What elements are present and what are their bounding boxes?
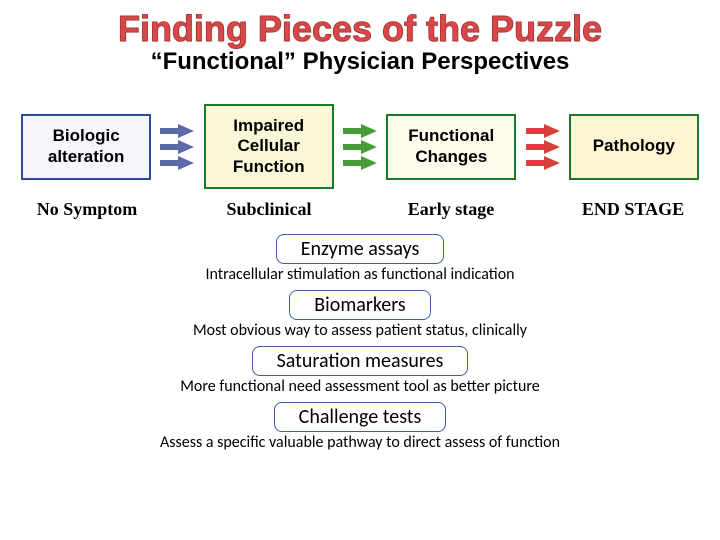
arrow-icon [160, 124, 194, 138]
arrow-icon [526, 140, 560, 154]
pill-saturation: Saturation measures [252, 346, 469, 376]
caption-biomarkers: Most obvious way to assess patient statu… [0, 321, 720, 340]
stage-label-end: END STAGE [568, 199, 698, 220]
flow-box-biologic: Biologic alteration [21, 114, 151, 180]
spacer [524, 199, 560, 220]
flow-box-functional: Functional Changes [386, 114, 516, 180]
pill-challenge: Challenge tests [274, 402, 447, 432]
arrow-icon [526, 124, 560, 138]
flow-row: Biologic alteration Impaired Cellular Fu… [0, 76, 720, 195]
slide-title: Finding Pieces of the Puzzle [0, 0, 720, 50]
caption-enzyme: Intracellular stimulation as functional … [0, 265, 720, 284]
stage-label-no-symptom: No Symptom [22, 199, 152, 220]
caption-challenge: Assess a specific valuable pathway to di… [0, 433, 720, 452]
arrow-icon [343, 156, 377, 170]
arrow-icon [160, 156, 194, 170]
flow-box-pathology: Pathology [569, 114, 699, 180]
stage-label-subclinical: Subclinical [204, 199, 334, 220]
caption-saturation: More functional need assessment tool as … [0, 377, 720, 396]
flow-box-impaired: Impaired Cellular Function [204, 104, 334, 189]
arrow-icon [343, 124, 377, 138]
spacer [160, 199, 196, 220]
arrow-icon [526, 156, 560, 170]
labels-row: No Symptom Subclinical Early stage END S… [0, 195, 720, 220]
stage-label-early: Early stage [386, 199, 516, 220]
arrow-icon [343, 140, 377, 154]
spacer [342, 199, 378, 220]
pill-enzyme-assays: Enzyme assays [276, 234, 445, 264]
arrow-group-1 [159, 124, 195, 170]
slide-subtitle: “Functional” Physician Perspectives [0, 48, 720, 76]
arrow-icon [160, 140, 194, 154]
methods-section: Enzyme assays Intracellular stimulation … [0, 234, 720, 452]
arrow-group-3 [525, 124, 561, 170]
pill-biomarkers: Biomarkers [289, 290, 430, 320]
arrow-group-2 [342, 124, 378, 170]
